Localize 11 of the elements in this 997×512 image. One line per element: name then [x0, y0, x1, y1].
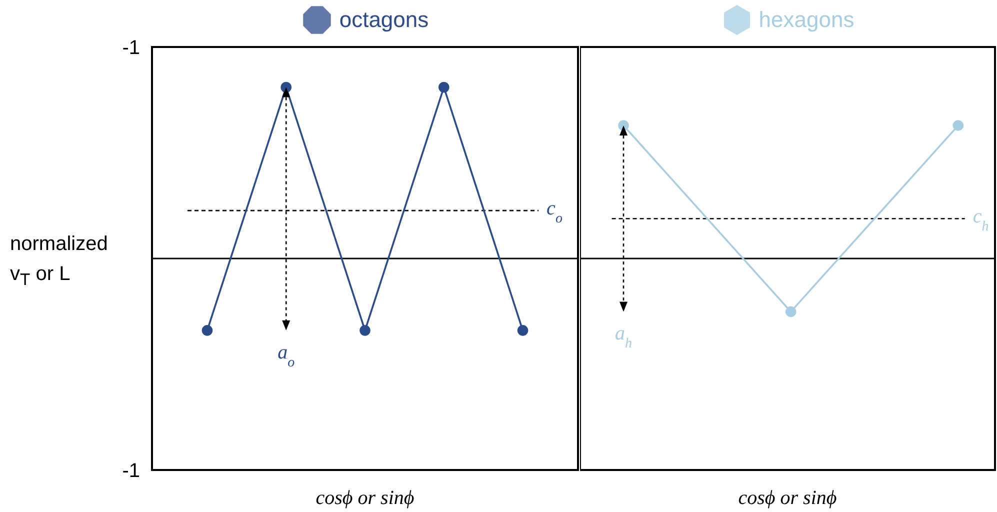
text: a$_{o}$	[278, 341, 295, 370]
ref-line-label: c$_{o}$	[546, 198, 562, 226]
legend-label: hexagons	[758, 6, 854, 34]
ref-line-label: c$_{h}$	[972, 206, 989, 234]
x-axis-title: cosϕ or sinϕ	[738, 487, 837, 509]
x-axis-title: cosϕ or sinϕ	[316, 487, 414, 509]
text: -1	[122, 37, 140, 59]
legend-label: octagons	[338, 6, 429, 34]
text: -1	[122, 460, 140, 482]
text: a$_{h}$	[615, 322, 632, 352]
y-axis-title: normalized v$_{T}$ or L	[10, 232, 109, 290]
